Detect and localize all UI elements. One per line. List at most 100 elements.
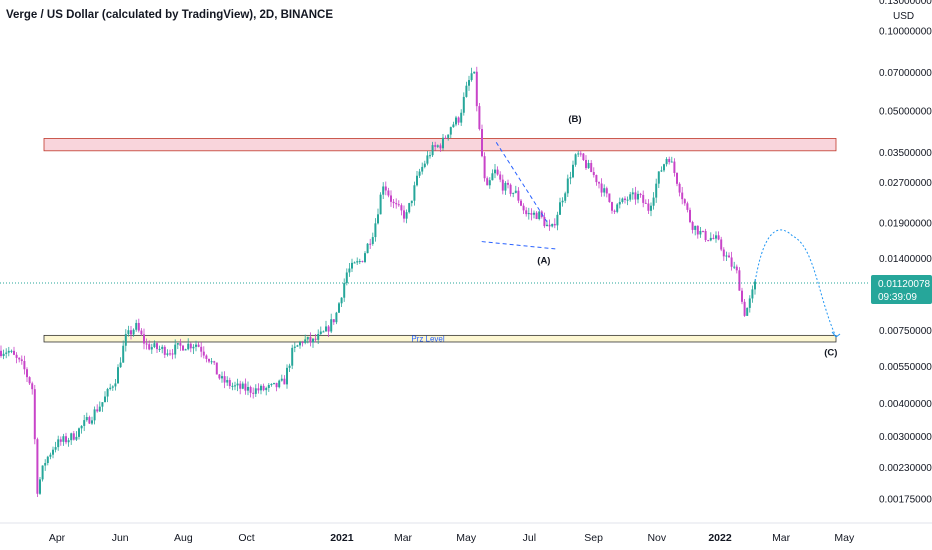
- candle-body: [182, 345, 184, 351]
- candle-body: [132, 329, 135, 335]
- candle-body: [215, 362, 218, 375]
- candle-body: [343, 283, 346, 298]
- candle-body: [75, 436, 78, 440]
- projection-arrowhead: [831, 331, 841, 338]
- candle-body: [470, 73, 473, 81]
- candle-body: [733, 266, 736, 268]
- price-tick-label: 0.05000000: [879, 107, 932, 118]
- candle-body: [319, 331, 322, 334]
- candle-body: [600, 183, 603, 193]
- candle-body: [104, 396, 106, 403]
- candle-body: [257, 388, 260, 391]
- candle-body: [579, 153, 582, 155]
- zone-label: Prz Level: [411, 335, 445, 344]
- candle-body: [254, 388, 257, 394]
- candle-body: [496, 169, 499, 175]
- candle-body: [20, 359, 23, 362]
- candle-body: [332, 319, 335, 323]
- candle-body: [197, 344, 200, 347]
- candle-body: [634, 192, 637, 200]
- candle-body: [535, 212, 538, 219]
- candle-body: [0, 350, 2, 357]
- candle-body: [707, 240, 710, 242]
- candle-body: [52, 449, 54, 455]
- candle-body: [15, 354, 18, 358]
- zones-layer: Prz Level: [43, 138, 837, 344]
- candle-body: [657, 171, 660, 184]
- candle-body: [644, 202, 647, 204]
- candle-body: [566, 178, 569, 194]
- price-tick-label: 0.00750000: [879, 326, 932, 337]
- candle-body: [158, 348, 161, 350]
- price-tick-label: 0.13000000: [879, 0, 932, 7]
- price-tick-label: 0.03500000: [879, 148, 932, 159]
- candle-body: [140, 330, 143, 335]
- candle-body: [166, 353, 169, 355]
- candle-body: [439, 145, 442, 149]
- candle-body: [88, 417, 91, 424]
- candle-body: [481, 129, 483, 157]
- candle-body: [730, 257, 733, 267]
- wave-label[interactable]: (B): [568, 114, 581, 125]
- candle-body: [384, 186, 387, 191]
- candle-body: [377, 214, 379, 224]
- candle-body: [748, 298, 751, 308]
- price-tick-label: 0.07000000: [879, 68, 932, 79]
- candle-body: [452, 124, 455, 128]
- candle-body: [444, 137, 447, 139]
- candle-body: [236, 383, 239, 386]
- candle-body: [135, 322, 138, 330]
- candle-body: [247, 386, 249, 391]
- candle-body: [390, 195, 392, 202]
- candle-body: [143, 334, 145, 344]
- candle-body: [299, 342, 301, 346]
- wave-label[interactable]: (A): [537, 256, 550, 267]
- candle-body: [179, 343, 182, 346]
- candle-body: [720, 239, 723, 250]
- candle-body: [317, 333, 320, 340]
- candle-body: [553, 223, 556, 226]
- candle-body: [512, 192, 515, 194]
- candle-body: [325, 326, 327, 332]
- projection-path[interactable]: [754, 229, 837, 338]
- candle-body: [442, 137, 444, 149]
- price-tick-label: 0.01900000: [879, 219, 932, 230]
- candle-body: [483, 156, 486, 179]
- candle-body: [122, 345, 125, 363]
- wedge-trendline[interactable]: [481, 241, 556, 250]
- candle-body: [260, 385, 262, 391]
- candle-body: [577, 153, 580, 155]
- time-tick-label: May: [456, 532, 477, 544]
- candle-body: [686, 203, 689, 210]
- candle-body: [114, 383, 117, 387]
- candle-body: [735, 266, 738, 271]
- candle-body: [202, 351, 205, 356]
- candle-body: [592, 172, 595, 176]
- wedge-trendline[interactable]: [495, 142, 548, 223]
- chart-title: Verge / US Dollar (calculated by Trading…: [6, 9, 333, 21]
- time-tick-label: 2022: [708, 532, 732, 544]
- candle-body: [436, 145, 439, 147]
- candle-body: [130, 330, 132, 335]
- candle-body: [561, 200, 564, 203]
- candle-body: [410, 200, 413, 204]
- candle-body: [387, 190, 390, 196]
- price-tick-label: 0.00550000: [879, 362, 932, 373]
- candle-body: [460, 112, 463, 123]
- candle-body: [296, 345, 299, 347]
- candle-body: [507, 182, 509, 185]
- candle-body: [681, 192, 684, 200]
- time-tick-label: Mar: [772, 532, 791, 544]
- candle-body: [465, 85, 468, 97]
- candle-body: [392, 201, 395, 204]
- candle-body: [405, 212, 408, 219]
- candle-body: [379, 194, 382, 215]
- candle-body: [551, 223, 554, 227]
- candle-body: [176, 343, 179, 345]
- candle-body: [616, 204, 619, 212]
- support-zone[interactable]: [43, 334, 837, 343]
- last-price-tag[interactable]: 0.01120078 09:39:09: [871, 275, 932, 304]
- candle-body: [335, 312, 338, 323]
- wave-label[interactable]: (C): [824, 348, 837, 359]
